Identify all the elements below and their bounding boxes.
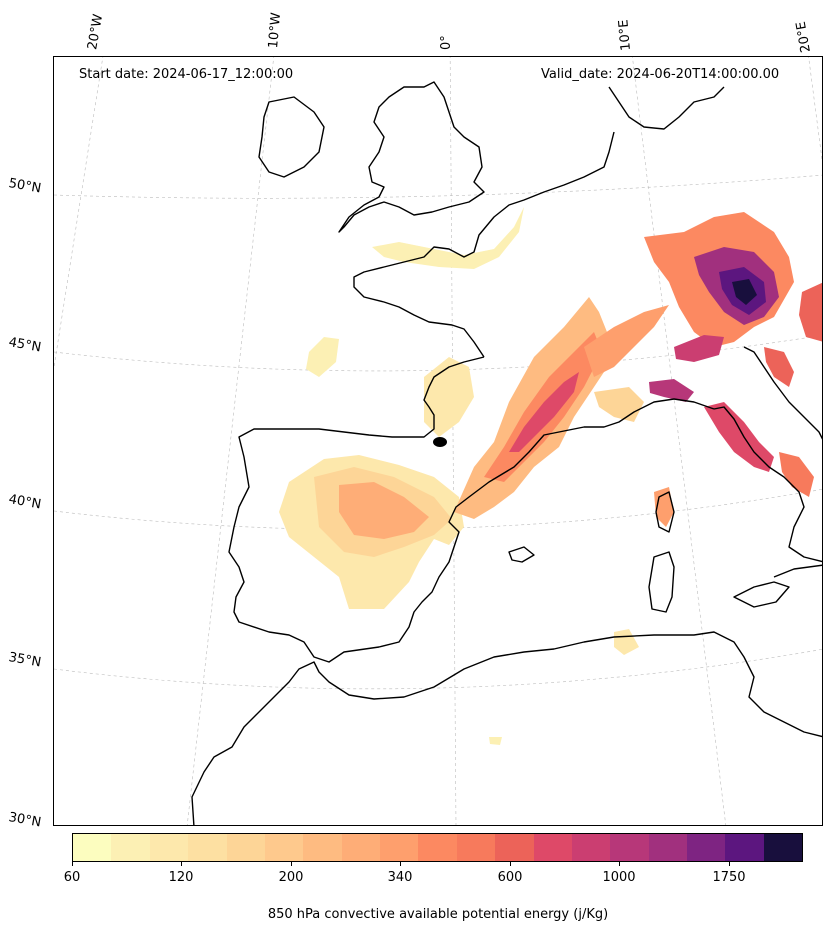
colorbar-tick <box>400 862 401 866</box>
valid-date-label: Valid_date: 2024-06-20T14:00:00.00 <box>541 67 780 82</box>
colorbar-segment <box>456 834 496 861</box>
colorbar-segment <box>418 834 457 861</box>
coastline-libya <box>773 564 822 578</box>
cape-area-po <box>674 335 724 362</box>
lon-label-20w: 20°W <box>85 13 107 52</box>
colorbar-tick <box>181 862 182 866</box>
lat-label-40n: 40°N <box>7 492 43 513</box>
colorbar-tick <box>729 862 730 866</box>
colorbar-tick <box>291 862 292 866</box>
lat-label-45n: 45°N <box>7 335 43 356</box>
colorbar-segment <box>495 834 534 861</box>
lat-label-30n: 30°N <box>7 810 43 831</box>
colorbar-segment <box>380 834 419 861</box>
colorbar-tick <box>72 862 73 866</box>
colorbar-tick-label: 340 <box>387 870 413 885</box>
colorbar-tick <box>619 862 620 866</box>
cape-area-alps <box>584 305 669 377</box>
colorbar-segment <box>303 834 342 861</box>
map-panel <box>53 56 823 826</box>
lat-label-35n: 35°N <box>7 650 43 671</box>
colorbar-segment <box>648 834 687 861</box>
colorbar-tick <box>510 862 511 866</box>
coastline-iberia-france <box>228 356 715 663</box>
lon-label-10e: 10°E <box>616 18 634 52</box>
cape-area-liguria <box>649 379 694 402</box>
cape-area-ebro-inner <box>509 372 579 452</box>
colorbar-segment <box>226 834 265 861</box>
coastline-sicily <box>733 581 790 608</box>
coastline-corsica <box>655 491 675 533</box>
colorbar-tick-label: 600 <box>497 870 523 885</box>
cape-area-aquitaine <box>424 357 474 437</box>
colorbar-segment <box>687 834 726 861</box>
colorbar-tick-label: 1750 <box>712 870 746 885</box>
gridline-lon-10e <box>632 57 727 825</box>
cape-area-germany-max <box>732 279 757 305</box>
coastline-great-britain <box>338 81 485 233</box>
colorbar-segment <box>264 834 304 861</box>
colorbar-segment <box>341 834 380 861</box>
coastline-north-africa <box>191 631 822 825</box>
coastline-italy <box>713 406 822 563</box>
colorbar-segment <box>610 834 649 861</box>
colorbar-tick-label: 1000 <box>602 870 636 885</box>
lon-label-10w: 10°W <box>266 11 285 49</box>
cape-area-iberia-inner <box>339 482 429 539</box>
coastline-balearic <box>508 546 535 563</box>
cape-area-adriatic <box>764 347 794 387</box>
colorbar-tick-label: 120 <box>168 870 194 885</box>
coastline-scandinavia <box>608 86 725 130</box>
gridline-lon-0 <box>449 57 457 825</box>
cape-shading <box>279 207 822 745</box>
storm-marker <box>433 437 447 447</box>
colorbar-tick-label: 200 <box>278 870 304 885</box>
lon-label-20e: 20°E <box>793 20 814 54</box>
coastline-sardinia <box>648 551 675 613</box>
colorbar-segment <box>533 834 572 861</box>
colorbar-segment <box>73 834 112 861</box>
lon-label-0: 0° <box>439 35 454 50</box>
colorbar-segment <box>111 834 150 861</box>
colorbar-tick-label: 60 <box>63 870 81 885</box>
colorbar-segment <box>188 834 227 861</box>
cape-area-speck <box>489 737 502 745</box>
colorbar <box>72 833 803 862</box>
gridline-lon-10w <box>186 57 275 825</box>
colorbar-segment <box>763 834 803 861</box>
cape-area-balkans <box>779 452 814 497</box>
gridline-lat-35n <box>54 649 822 690</box>
cape-area-tuscany <box>594 387 644 422</box>
start-date-label: Start date: 2024-06-17_12:00:00 <box>79 67 294 82</box>
coastline-france-north <box>353 131 615 358</box>
coastlines <box>191 81 822 825</box>
cape-area-n-africa <box>614 629 639 655</box>
gridline-lat-50n <box>54 174 822 199</box>
cape-area-east <box>799 282 822 342</box>
cape-area-brittany <box>372 207 524 269</box>
cape-area-biscay <box>306 337 339 377</box>
colorbar-segment <box>725 834 764 861</box>
colorbar-label: 850 hPa convective available potential e… <box>267 907 609 922</box>
gridline-lon-20w <box>54 57 104 368</box>
coastline-italy-adriatic <box>743 346 822 440</box>
colorbar-segment <box>571 834 611 861</box>
lat-label-50n: 50°N <box>7 176 43 197</box>
coastline-ireland <box>258 96 325 178</box>
map-canvas <box>54 57 822 825</box>
colorbar-segment <box>149 834 189 861</box>
